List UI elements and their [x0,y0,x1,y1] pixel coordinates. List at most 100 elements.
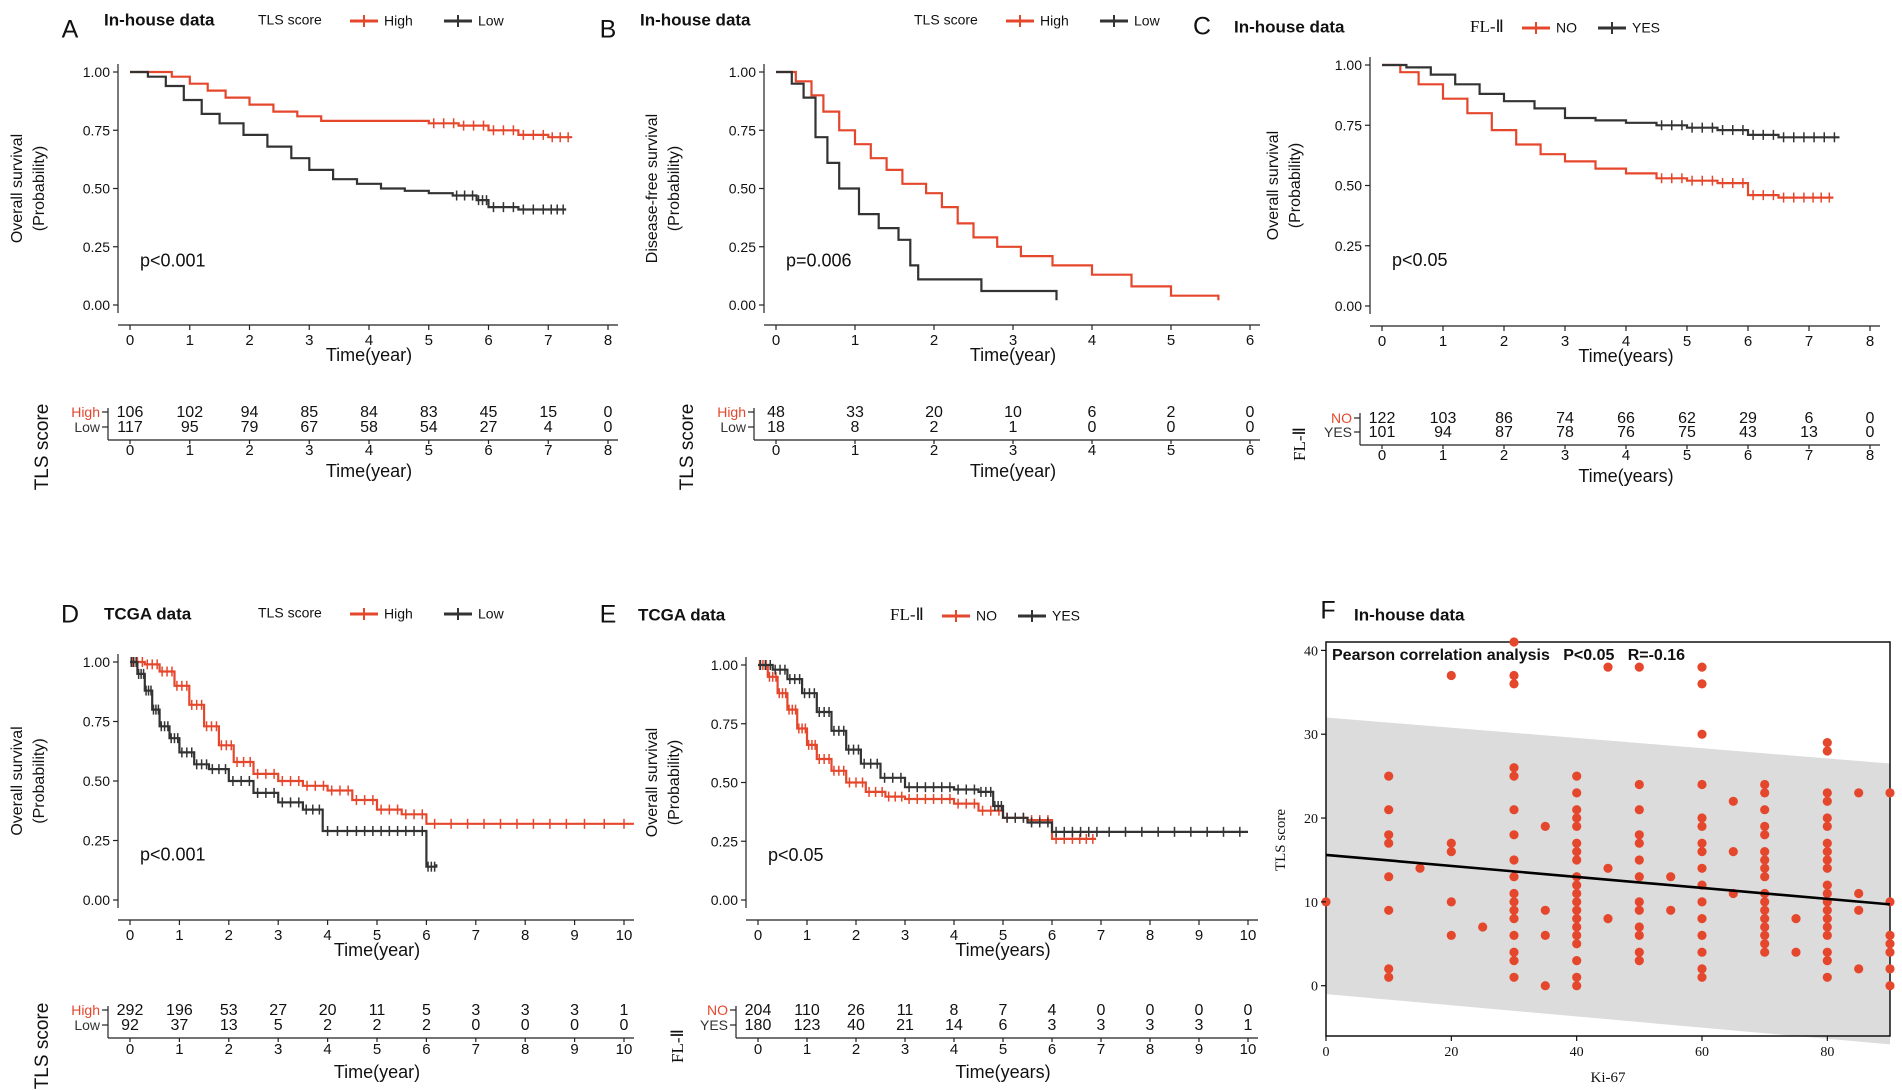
scatter-point [1697,729,1707,739]
risk-count: 8 [851,419,860,436]
scatter-point [1854,888,1864,899]
scatter-point [1634,779,1644,790]
risk-x-tick-label: 8 [521,1041,529,1058]
risk-x-tick-label: 6 [1246,442,1254,459]
risk-x-tick-label: 0 [772,442,780,459]
legend-label-high: High [384,606,413,622]
scatter-point [1697,847,1707,857]
scatter-point [1822,813,1832,823]
risk-x-tick-label: 8 [1146,1041,1154,1058]
survival-curve-yes [758,663,1248,833]
risk-count: 20 [319,1002,337,1019]
risk-count: 0 [620,1017,629,1034]
scatter-point [1760,863,1770,873]
x-tick-label: 3 [274,927,282,944]
scatter-point [1697,838,1707,848]
risk-count: 117 [117,419,143,436]
scatter-point [1603,863,1613,873]
risk-count: 10 [1004,404,1022,421]
risk-count: 75 [1678,424,1696,441]
y-tick-label: 0.75 [729,122,756,138]
scatter-point [1509,914,1519,924]
risk-count: 54 [420,419,438,436]
x-tick-label: 7 [1097,927,1105,944]
risk-x-tick-label: 3 [1561,447,1569,464]
scatter-point [1572,972,1582,982]
scatter-point [1822,888,1832,899]
regression-line [1325,853,1891,906]
scatter-point [1509,830,1519,840]
risk-x-tick-label: 7 [544,442,552,459]
scatter-point [1885,788,1895,798]
risk-x-tick-label: 4 [1622,447,1630,464]
risk-count: 1 [620,1002,629,1019]
x-tick-label: 3 [1561,333,1569,350]
risk-count: 74 [1556,410,1574,427]
legend-title: TLS score [258,12,322,28]
scatter-point [1728,847,1738,857]
scatter-point [1634,805,1644,815]
legend-label-yes: YES [1632,20,1660,36]
risk-count: 2 [373,1017,382,1034]
risk-x-tick-label: 5 [1167,442,1175,459]
scatter-point [1822,746,1832,756]
scatter-point [1572,888,1582,899]
scatter-point [1509,956,1519,966]
scatter-point [1634,855,1644,865]
scatter-point [1822,880,1832,890]
risk-x-tick-label: 4 [365,442,373,459]
risk-count: 84 [360,404,378,421]
p-value: p<0.05 [1392,250,1448,270]
scatter-point [1697,679,1707,689]
scatter-point [1666,872,1676,882]
scatter-point [1885,981,1895,991]
scatter-point [1384,972,1394,982]
panel-title: In-house data [640,10,751,29]
x-tick-label: 7 [1805,333,1813,350]
scatter-point [1572,981,1582,991]
scatter-point [1634,922,1644,932]
y-axis-label: (Probability) [666,740,683,825]
scatter-point [1697,863,1707,873]
scatter-point [1384,905,1394,915]
scatter-point [1509,637,1519,647]
risk-x-tick-label: 2 [225,1041,233,1058]
scatter-point [1384,805,1394,815]
scatter-point [1509,888,1519,899]
risk-x-tick-label: 8 [604,442,612,459]
x-tick-label: 6 [422,927,430,944]
x-axis-label: Ki-67 [1591,1070,1626,1086]
risk-x-tick-label: 5 [425,442,433,459]
scatter-point [1634,956,1644,966]
scatter-point [1697,914,1707,924]
x-tick-label: 4 [1622,333,1630,350]
y-axis-label: TLS score [1273,809,1289,871]
scatter-point [1885,939,1895,949]
scatter-point [1822,821,1832,832]
scatter-point [1384,872,1394,882]
risk-x-axis-label: Time(year) [334,1062,420,1082]
scatter-point [1509,897,1519,907]
scatter-point [1446,670,1456,681]
x-tick-label: 3 [901,927,909,944]
scatter-point [1760,872,1770,882]
scatter-point [1760,939,1770,949]
scatter-point [1446,897,1456,907]
scatter-point [1760,779,1770,790]
survival-curve-high [130,660,634,825]
risk-count: 45 [480,404,498,421]
scatter-point [1509,670,1519,681]
scatter-point [1822,863,1832,873]
risk-row-label: High [71,404,100,420]
risk-count: 106 [117,404,144,421]
risk-x-tick-label: 6 [1048,1041,1056,1058]
risk-count: 5 [422,1002,431,1019]
risk-count: 79 [241,419,259,436]
risk-row-label: Low [720,419,747,435]
risk-count: 101 [1369,424,1396,441]
x-axis-label: Time(years) [955,940,1050,960]
risk-count: 94 [1434,424,1452,441]
risk-count: 83 [420,404,438,421]
x-tick-label: 6 [1246,332,1254,349]
scatter-point [1572,788,1582,798]
